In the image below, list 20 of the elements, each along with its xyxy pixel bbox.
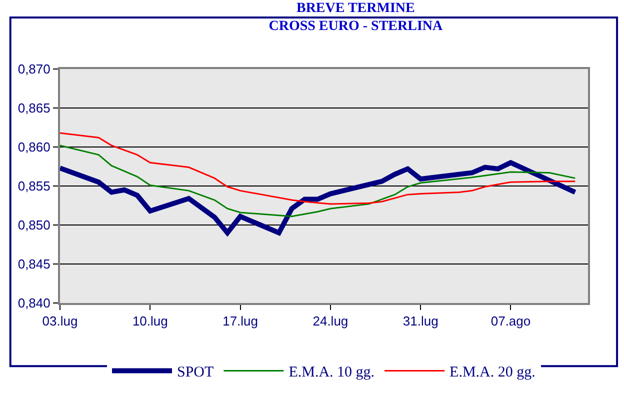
line-series xyxy=(60,144,576,218)
legend-label: E.M.A. 20 gg. xyxy=(450,364,536,381)
x-tick-label: 10.lug xyxy=(132,314,168,329)
x-tick-label: 31.lug xyxy=(402,314,438,329)
x-tick-label: 07.ago xyxy=(490,314,531,329)
chart-title: BREVE TERMINE xyxy=(296,0,415,16)
y-tick-label: 0,870 xyxy=(18,62,50,77)
x-tick-label: 03.lug xyxy=(42,314,78,329)
y-tick-label: 0,850 xyxy=(18,218,50,233)
x-tick-label: 24.lug xyxy=(312,314,348,329)
line-series xyxy=(60,132,576,205)
chart-subtitle: CROSS EURO - STERLINA xyxy=(268,19,444,34)
y-tick-label: 0,860 xyxy=(18,140,50,155)
x-tick-label: 17.lug xyxy=(222,314,258,329)
y-tick-label: 0,865 xyxy=(18,100,50,116)
y-tick-label: 0,840 xyxy=(18,296,50,311)
legend-label: E.M.A. 10 gg. xyxy=(288,364,375,381)
y-tick-label: 0,845 xyxy=(18,256,50,272)
legend-label: SPOT xyxy=(177,364,214,381)
y-tick-label: 0,855 xyxy=(18,178,50,194)
